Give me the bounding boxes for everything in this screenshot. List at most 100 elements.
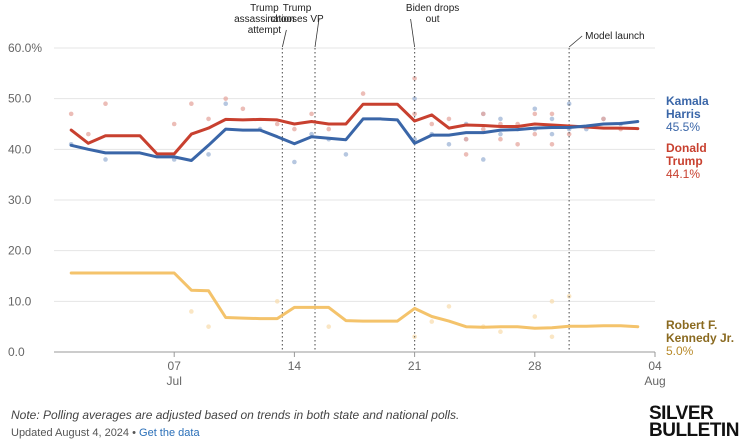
series-line-donald-trump — [69, 102, 640, 156]
poll-dot — [206, 152, 211, 157]
series-name-label: Kennedy Jr. — [666, 331, 734, 345]
poll-dot — [429, 319, 435, 324]
x-tick-month-label: Jul — [167, 374, 182, 388]
poll-dot — [292, 126, 297, 132]
poll-dot — [343, 152, 349, 157]
poll-dot — [446, 304, 452, 309]
poll-dot — [532, 131, 538, 137]
series-name-label: Harris — [666, 107, 701, 121]
series-line-robert-f-kennedy-jr- — [69, 271, 640, 330]
poll-dot — [274, 299, 280, 304]
poll-dot — [326, 324, 332, 329]
poll-dot — [549, 116, 555, 122]
y-tick-label: 20.0 — [8, 244, 32, 258]
event-label: Trump — [250, 3, 279, 14]
logo-line-2: BULLETIN — [649, 420, 739, 441]
poll-dot — [532, 314, 538, 319]
poll-dot — [549, 141, 555, 147]
x-tick-label: 21 — [408, 359, 422, 373]
series-name-label: Robert F. — [666, 318, 717, 332]
y-tick-label: 50.0 — [8, 92, 32, 106]
poll-dot — [515, 141, 520, 147]
poll-dot — [601, 116, 606, 122]
poll-dot — [223, 101, 229, 107]
poll-dot — [68, 111, 74, 117]
poll-dot — [566, 101, 572, 107]
poll-dot — [86, 131, 91, 137]
poll-dot — [171, 121, 177, 127]
event-label: out — [426, 14, 440, 25]
y-tick-label: 40.0 — [8, 142, 32, 156]
poll-dot — [480, 157, 486, 162]
gridlines — [54, 47, 655, 353]
x-tick-label: 28 — [528, 359, 542, 373]
poll-dot — [549, 111, 555, 117]
poll-dot — [412, 76, 417, 81]
series-line-kamala-harris — [69, 117, 640, 162]
poll-dot — [498, 131, 503, 137]
poll-dot — [463, 152, 469, 157]
poll-dot — [189, 309, 194, 314]
y-tick-label: 10.0 — [8, 294, 32, 308]
series-value-label: 44.1% — [666, 167, 700, 181]
poll-dot — [549, 334, 555, 340]
event-label: assassination — [234, 14, 295, 25]
poll-dot — [206, 116, 211, 122]
event-label: Model launch — [585, 31, 644, 42]
poll-dot — [223, 96, 229, 101]
x-tick-month-label: Aug — [644, 374, 665, 388]
poll-dot — [360, 91, 366, 96]
event-label: Biden drops — [406, 3, 459, 14]
poll-dot — [412, 96, 417, 101]
event-label: Trump — [283, 3, 312, 14]
series-name-label: Kamala — [666, 94, 709, 108]
series-lines — [69, 102, 640, 330]
poll-dot — [206, 324, 211, 329]
poll-dot — [463, 136, 469, 142]
x-tick-label: 14 — [288, 359, 302, 373]
poll-dot — [549, 131, 555, 137]
event-leader — [314, 18, 320, 48]
poll-dot — [412, 111, 417, 117]
event-leader — [281, 29, 287, 48]
poll-dot — [274, 121, 280, 127]
poll-dot — [103, 157, 108, 162]
get-data-link[interactable]: Get the data — [139, 427, 200, 439]
poll-dot — [446, 116, 452, 122]
poll-dot — [566, 131, 572, 137]
poll-dot — [292, 159, 297, 165]
poll-dot — [240, 106, 246, 112]
poll-dot — [498, 136, 503, 142]
footnote: Note: Polling averages are adjusted base… — [11, 408, 460, 422]
silver-bulletin-logo: SILVER BULLETIN — [649, 403, 739, 441]
poll-dot — [549, 299, 555, 304]
poll-dot — [429, 121, 435, 127]
y-tick-label: 0.0 — [8, 345, 25, 359]
poll-dot — [532, 111, 538, 117]
series-value-label: 45.5% — [666, 120, 700, 134]
poll-dot — [532, 106, 538, 112]
y-tick-label: 60.0% — [8, 41, 42, 55]
poll-dot — [189, 101, 194, 107]
x-tick-label: 07 — [168, 359, 182, 373]
event-label: attempt — [248, 25, 282, 36]
event-leader — [568, 35, 583, 48]
poll-dot — [326, 126, 332, 132]
x-tick-label: 04 — [648, 359, 662, 373]
series-value-label: 5.0% — [666, 344, 694, 358]
event-label: chooses VP — [270, 14, 324, 25]
poll-dot — [480, 126, 486, 132]
y-tick-label: 30.0 — [8, 193, 32, 207]
poll-dot — [309, 131, 314, 137]
updated-text: Updated August 4, 2024 • — [11, 427, 140, 439]
poll-dot — [103, 101, 108, 107]
series-name-label: Trump — [666, 154, 703, 168]
logo-line-1: SILVER — [649, 403, 714, 424]
updated-line: Updated August 4, 2024 • Get the data — [11, 427, 200, 439]
poll-dot — [446, 141, 452, 147]
poll-dot — [498, 329, 503, 335]
